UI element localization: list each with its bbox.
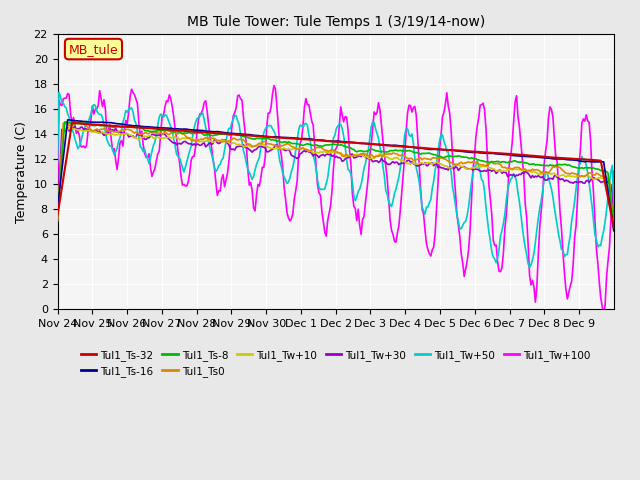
- Title: MB Tule Tower: Tule Temps 1 (3/19/14-now): MB Tule Tower: Tule Temps 1 (3/19/14-now…: [186, 15, 484, 29]
- Text: MB_tule: MB_tule: [68, 43, 118, 56]
- Y-axis label: Temperature (C): Temperature (C): [15, 121, 28, 223]
- Legend: Tul1_Ts-32, Tul1_Ts-16, Tul1_Ts-8, Tul1_Ts0, Tul1_Tw+10, Tul1_Tw+30, Tul1_Tw+50,: Tul1_Ts-32, Tul1_Ts-16, Tul1_Ts-8, Tul1_…: [77, 346, 595, 381]
